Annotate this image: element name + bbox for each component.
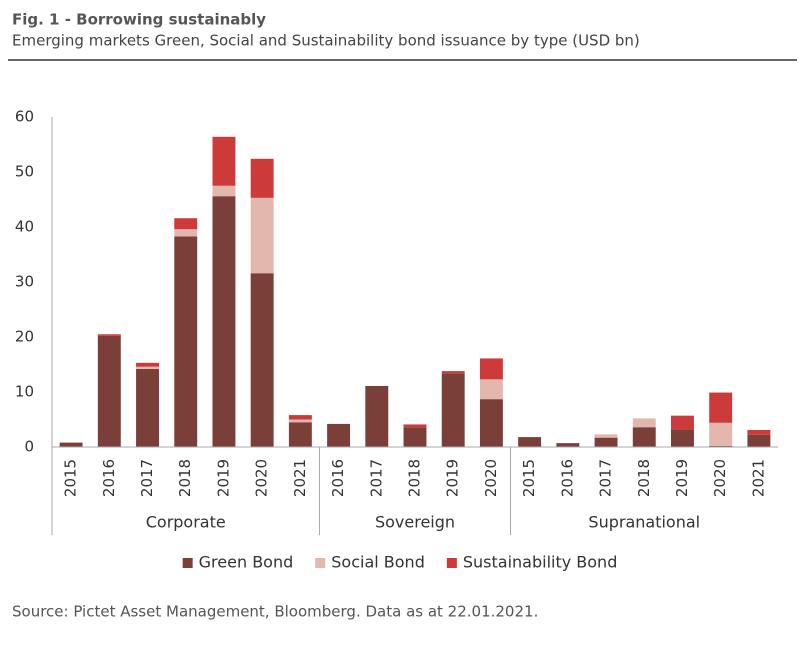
y-tick-label: 10 <box>15 383 34 401</box>
y-tick-label: 30 <box>15 273 34 291</box>
bar-segment <box>441 373 465 447</box>
bar-segment <box>403 427 427 447</box>
x-tick-label: 2018 <box>176 459 194 497</box>
bar-segment <box>174 218 198 230</box>
group-label: Corporate <box>146 513 226 532</box>
bar-segment <box>174 236 198 447</box>
bar-segment <box>709 422 733 446</box>
bar-segment <box>594 434 618 438</box>
bar-segment <box>518 437 542 447</box>
bar-segment <box>594 437 618 447</box>
bar-segment <box>403 424 427 428</box>
y-tick-label: 20 <box>15 328 34 346</box>
x-tick-label: 2019 <box>214 459 232 497</box>
x-tick-label: 2016 <box>329 459 347 497</box>
legend-swatch <box>446 558 457 568</box>
x-tick-label: 2015 <box>520 459 538 497</box>
bar-segment <box>212 185 236 197</box>
bar-segment <box>479 399 503 447</box>
bar-segment <box>479 358 503 380</box>
bar-segment <box>671 429 694 447</box>
x-tick-label: 2020 <box>482 459 500 497</box>
y-tick-label: 40 <box>15 218 34 236</box>
bar-segment <box>441 371 465 374</box>
bar-segment <box>288 415 312 420</box>
bar-segment <box>671 415 694 430</box>
chart-title: Fig. 1 - Borrowing sustainably <box>12 11 266 29</box>
x-tick-label: 2019 <box>673 459 691 497</box>
legend-swatch <box>315 558 326 568</box>
bar-segment <box>136 368 159 447</box>
x-tick-label: 2017 <box>367 459 385 497</box>
y-tick-label: 0 <box>24 438 34 456</box>
bar-segment <box>212 136 236 186</box>
group-label: Sovereign <box>375 513 455 532</box>
bar-segment <box>212 196 236 447</box>
x-tick-label: 2021 <box>749 459 767 497</box>
x-tick-label: 2017 <box>138 459 156 497</box>
x-tick-label: 2016 <box>558 459 576 497</box>
bar-segment <box>747 429 771 435</box>
x-tick-label: 2015 <box>62 459 80 497</box>
bar-segment <box>288 419 312 423</box>
bar-segment <box>556 443 580 447</box>
x-tick-label: 2018 <box>406 459 424 497</box>
bar-segment <box>250 197 274 274</box>
legend-label: Green Bond <box>199 553 294 572</box>
x-tick-label: 2020 <box>253 459 271 497</box>
x-tick-label: 2021 <box>291 459 309 497</box>
legend-swatch <box>182 558 193 568</box>
legend-label: Sustainability Bond <box>463 553 617 572</box>
x-tick-label: 2018 <box>635 459 653 497</box>
chart-subtitle: Emerging markets Green, Social and Susta… <box>12 32 640 50</box>
bar-segment <box>327 423 351 447</box>
bar-segment <box>136 366 159 369</box>
bar-segment <box>97 334 121 336</box>
source-note: Source: Pictet Asset Management, Bloombe… <box>12 603 538 621</box>
y-tick-label: 50 <box>15 163 34 181</box>
bar-segment <box>250 158 274 198</box>
bar-segment <box>365 385 389 447</box>
x-tick-label: 2020 <box>711 459 729 497</box>
x-tick-label: 2016 <box>100 459 118 497</box>
bar-segment <box>288 422 312 447</box>
bar-segment <box>747 434 771 447</box>
bar-segment <box>97 335 121 447</box>
bar-segment <box>136 362 159 367</box>
y-tick-label: 60 <box>15 108 34 126</box>
bar-segment <box>632 427 656 447</box>
bar-segment <box>479 379 503 400</box>
bar-segment <box>59 442 83 447</box>
x-tick-label: 2017 <box>597 459 615 497</box>
bar-segment <box>174 229 198 237</box>
bar-segment <box>709 392 733 423</box>
legend-label: Social Bond <box>331 553 425 572</box>
bar-segment <box>632 418 656 428</box>
bar-segment <box>709 445 733 447</box>
group-label: Supranational <box>588 513 700 532</box>
bar-segment <box>250 273 274 447</box>
x-tick-label: 2019 <box>444 459 462 497</box>
